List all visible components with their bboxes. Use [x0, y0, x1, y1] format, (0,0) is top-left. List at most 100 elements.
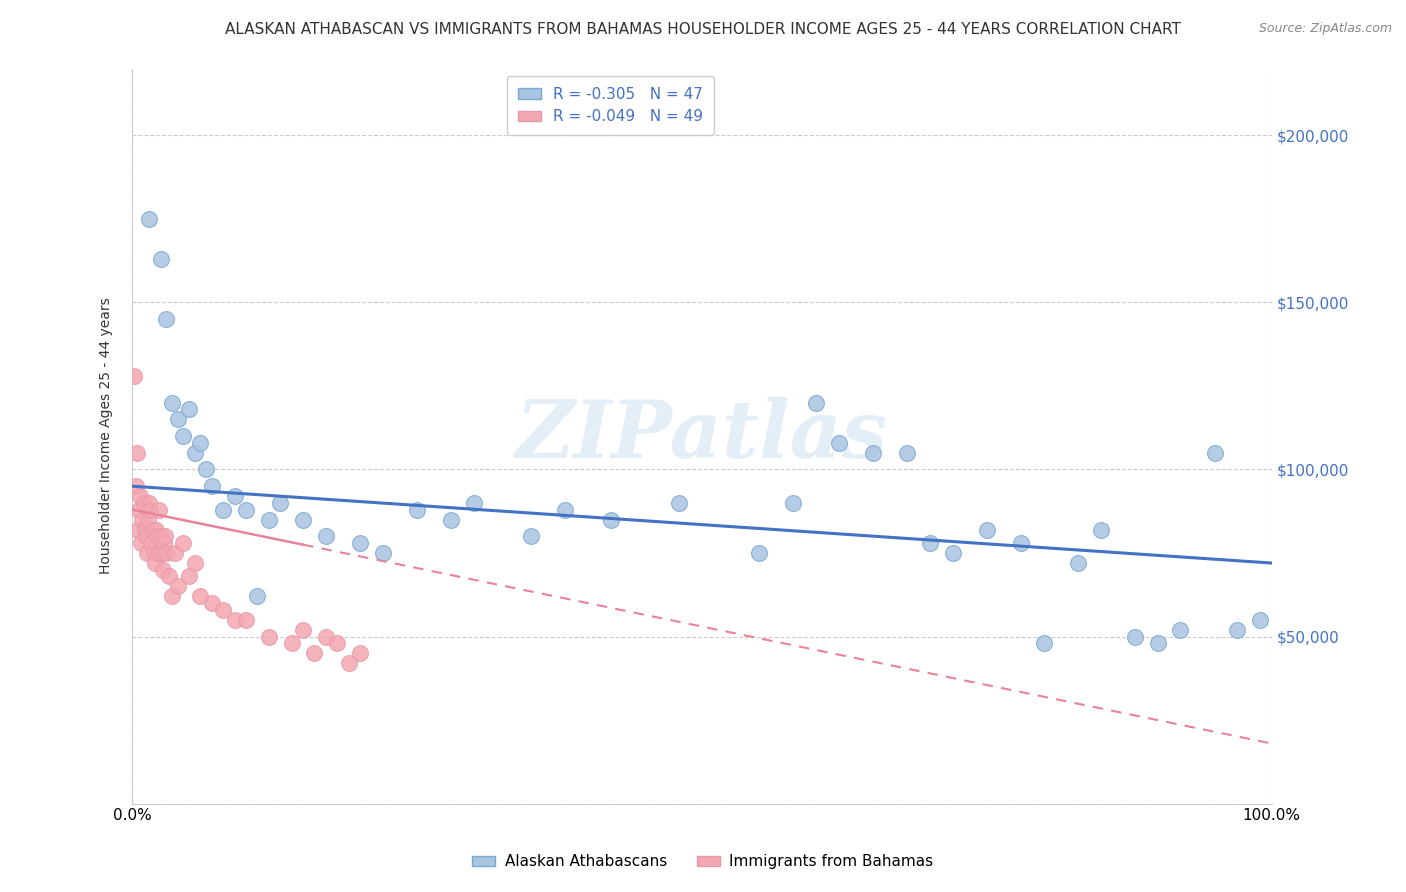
Point: [827, 435, 849, 450]
Point: [1249, 613, 1271, 627]
Point: [157, 569, 180, 583]
Point: [782, 496, 804, 510]
Point: [315, 529, 337, 543]
Point: [224, 613, 246, 627]
Point: [349, 536, 371, 550]
Point: [1204, 446, 1226, 460]
Point: [304, 646, 326, 660]
Text: Source: ZipAtlas.com: Source: ZipAtlas.com: [1258, 22, 1392, 36]
Point: [554, 502, 576, 516]
Point: [1146, 636, 1168, 650]
Point: [371, 546, 394, 560]
Point: [463, 496, 485, 510]
Point: [190, 435, 212, 450]
Point: [149, 252, 172, 266]
Point: [292, 623, 315, 637]
Text: ZIPatlas: ZIPatlas: [516, 397, 889, 475]
Point: [155, 312, 177, 326]
Point: [135, 529, 157, 543]
Point: [1010, 536, 1032, 550]
Y-axis label: Householder Income Ages 25 - 44 years: Householder Income Ages 25 - 44 years: [100, 298, 114, 574]
Point: [976, 523, 998, 537]
Point: [135, 546, 157, 560]
Point: [257, 630, 280, 644]
Point: [212, 603, 235, 617]
Legend: Alaskan Athabascans, Immigrants from Bahamas: Alaskan Athabascans, Immigrants from Bah…: [467, 848, 939, 875]
Point: [804, 395, 827, 409]
Point: [599, 513, 621, 527]
Point: [143, 556, 166, 570]
Point: [138, 496, 160, 510]
Point: [896, 446, 918, 460]
Point: [124, 368, 146, 383]
Point: [172, 536, 194, 550]
Point: [326, 636, 349, 650]
Point: [165, 546, 187, 560]
Point: [128, 502, 150, 516]
Point: [155, 546, 177, 560]
Point: [349, 646, 371, 660]
Point: [127, 523, 149, 537]
Point: [1032, 636, 1054, 650]
Point: [184, 556, 207, 570]
Legend: R = -0.305   N = 47, R = -0.049   N = 49: R = -0.305 N = 47, R = -0.049 N = 49: [508, 76, 714, 136]
Point: [124, 479, 146, 493]
Point: [177, 402, 200, 417]
Point: [146, 529, 169, 543]
Point: [152, 563, 174, 577]
Point: [142, 523, 165, 537]
Point: [1090, 523, 1112, 537]
Point: [139, 502, 162, 516]
Point: [918, 536, 941, 550]
Point: [235, 502, 257, 516]
Point: [141, 536, 163, 550]
Point: [129, 536, 152, 550]
Point: [292, 513, 315, 527]
Point: [177, 569, 200, 583]
Point: [132, 496, 155, 510]
Point: [172, 429, 194, 443]
Point: [153, 536, 176, 550]
Point: [406, 502, 429, 516]
Point: [668, 496, 690, 510]
Text: ALASKAN ATHABASCAN VS IMMIGRANTS FROM BAHAMAS HOUSEHOLDER INCOME AGES 25 - 44 YE: ALASKAN ATHABASCAN VS IMMIGRANTS FROM BA…: [225, 22, 1181, 37]
Point: [201, 596, 224, 610]
Point: [440, 513, 463, 527]
Point: [138, 211, 160, 226]
Point: [131, 513, 153, 527]
Point: [145, 523, 167, 537]
Point: [212, 502, 235, 516]
Point: [235, 613, 257, 627]
Point: [134, 523, 156, 537]
Point: [748, 546, 770, 560]
Point: [337, 657, 360, 671]
Point: [150, 546, 173, 560]
Point: [280, 636, 302, 650]
Point: [125, 446, 148, 460]
Point: [195, 462, 218, 476]
Point: [246, 590, 269, 604]
Point: [520, 529, 543, 543]
Point: [257, 513, 280, 527]
Point: [149, 529, 172, 543]
Point: [184, 446, 207, 460]
Point: [269, 496, 291, 510]
Point: [153, 529, 176, 543]
Point: [129, 489, 152, 503]
Point: [1067, 556, 1090, 570]
Point: [1123, 630, 1146, 644]
Point: [148, 546, 170, 560]
Point: [166, 412, 188, 426]
Point: [201, 479, 224, 493]
Point: [160, 395, 183, 409]
Point: [166, 579, 188, 593]
Point: [1170, 623, 1192, 637]
Point: [136, 513, 159, 527]
Point: [941, 546, 963, 560]
Point: [224, 489, 246, 503]
Point: [190, 590, 212, 604]
Point: [1226, 623, 1249, 637]
Point: [160, 590, 183, 604]
Point: [142, 546, 165, 560]
Point: [862, 446, 884, 460]
